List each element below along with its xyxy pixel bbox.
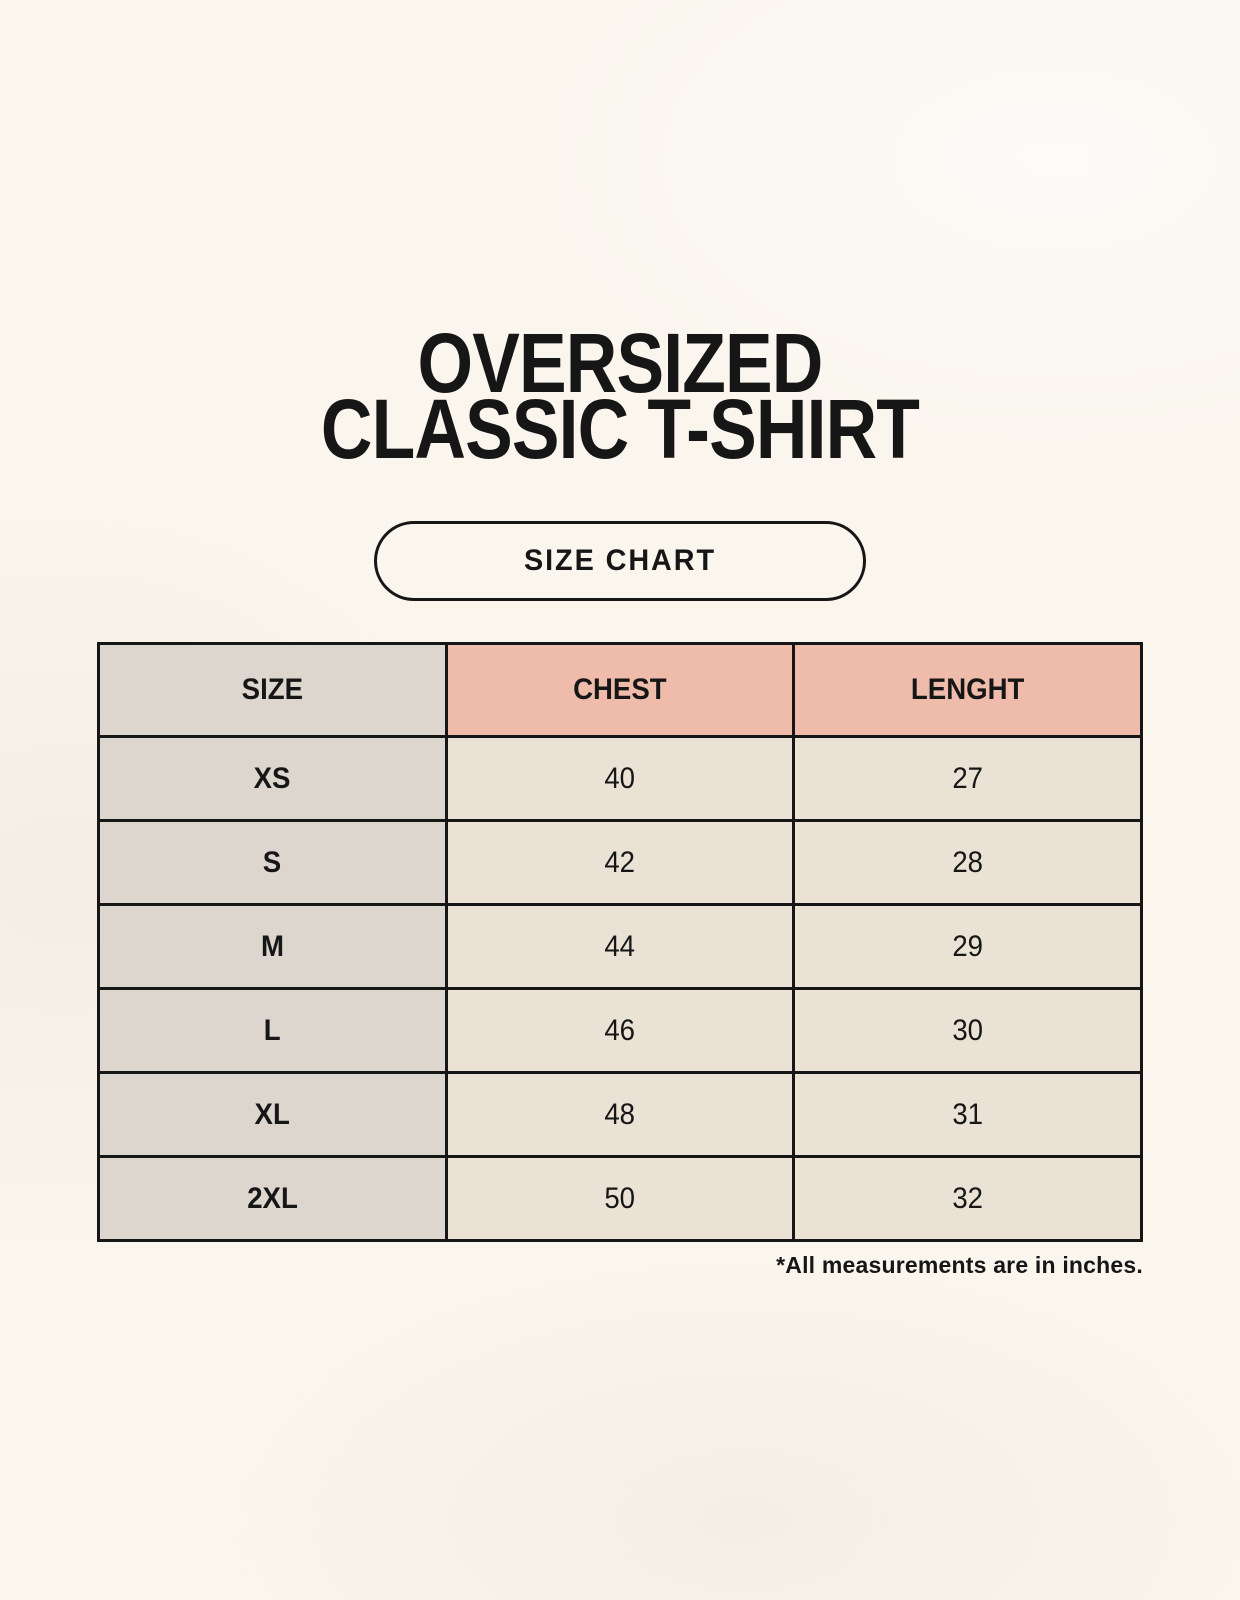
size-value: 2XL [247, 1181, 298, 1215]
chest-value: 42 [604, 845, 636, 879]
size-cell: L [97, 987, 448, 1074]
length-column-header-label: LENGHT [910, 673, 1025, 706]
chest-column-header: CHEST [444, 642, 796, 738]
length-value: 31 [952, 1097, 984, 1131]
length-value: 30 [952, 1013, 984, 1047]
title-line-2: CLASSIC T-SHIRT [320, 382, 920, 476]
table-row: XS 40 27 [97, 735, 1143, 822]
length-cell: 27 [792, 735, 1143, 822]
page-title: OVERSIZED CLASSIC T-SHIRT [0, 316, 1240, 476]
chest-value: 44 [604, 929, 636, 963]
size-value: M [260, 929, 284, 963]
chest-cell: 50 [444, 1155, 796, 1242]
length-value: 29 [952, 929, 984, 963]
size-value: XS [253, 761, 291, 795]
table-row: 2XL 50 32 [97, 1155, 1143, 1242]
chest-value: 40 [604, 761, 636, 795]
chest-cell: 46 [444, 987, 796, 1074]
table-row: XL 48 31 [97, 1071, 1143, 1158]
length-value: 32 [952, 1181, 984, 1215]
size-value: XL [254, 1097, 290, 1131]
chest-cell: 42 [444, 819, 796, 906]
size-value: L [263, 1013, 281, 1047]
length-cell: 28 [792, 819, 1143, 906]
chest-value: 46 [604, 1013, 636, 1047]
size-cell: XL [97, 1071, 448, 1158]
size-cell: M [97, 903, 448, 990]
chest-value: 48 [604, 1097, 636, 1131]
length-cell: 31 [792, 1071, 1143, 1158]
size-table: SIZE CHEST LENGHT XS 40 27 S 42 28 M 44 … [97, 642, 1143, 1242]
size-value: S [263, 845, 282, 879]
table-row: S 42 28 [97, 819, 1143, 906]
size-chart-badge[interactable]: SIZE CHART [374, 521, 866, 601]
table-row: L 46 30 [97, 987, 1143, 1074]
length-value: 27 [952, 761, 984, 795]
length-value: 28 [952, 845, 984, 879]
table-header-row: SIZE CHEST LENGHT [97, 642, 1143, 738]
measurements-note: *All measurements are in inches. [776, 1252, 1143, 1278]
table-row: M 44 29 [97, 903, 1143, 990]
title-line-1: OVERSIZED [417, 316, 824, 410]
size-cell: 2XL [97, 1155, 448, 1242]
size-column-header: SIZE [97, 642, 448, 738]
size-column-header-label: SIZE [241, 673, 304, 706]
chest-value: 50 [604, 1181, 636, 1215]
size-cell: XS [97, 735, 448, 822]
size-chart-badge-label: SIZE CHART [524, 544, 716, 577]
length-cell: 29 [792, 903, 1143, 990]
chest-cell: 44 [444, 903, 796, 990]
chest-cell: 48 [444, 1071, 796, 1158]
length-column-header: LENGHT [792, 642, 1143, 738]
length-cell: 30 [792, 987, 1143, 1074]
chest-column-header-label: CHEST [573, 673, 667, 706]
length-cell: 32 [792, 1155, 1143, 1242]
chest-cell: 40 [444, 735, 796, 822]
size-cell: S [97, 819, 448, 906]
